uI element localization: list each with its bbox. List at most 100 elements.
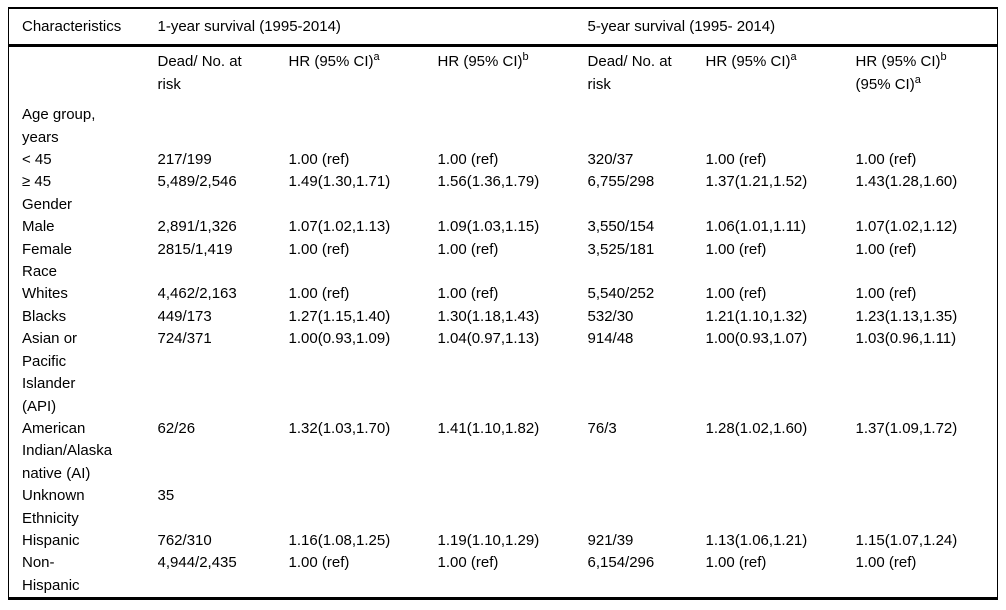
row-label: Age group, years — [22, 106, 96, 146]
cell-dead-risk-1yr: 2815/1,419 — [157, 240, 233, 258]
characteristics-header: Characteristics — [8, 8, 158, 48]
row-label: Whites — [22, 285, 68, 303]
cell-hr-b-5yr: 1.15(1.07,1.24) — [855, 531, 958, 549]
cell-dead-risk-1yr: 4,944/2,435 — [157, 554, 237, 572]
cell-dead-risk-1yr — [158, 104, 289, 149]
cell-dead-risk-1yr: 724/371 — [157, 330, 212, 348]
cell-hr-a-1yr — [289, 485, 438, 507]
cell-hr-a-5yr — [706, 261, 856, 283]
cell-hr-b-5yr: 1.07(1.02,1.12) — [855, 218, 958, 236]
row-label: Non- Hispanic — [22, 554, 80, 594]
cell-dead-risk-5yr: 5,540/252 — [587, 285, 655, 303]
cell-dead-risk-1yr: 762/310 — [157, 531, 212, 549]
table-row: Whites 4,462/2,163 1.00 (ref) 1.00 (ref)… — [9, 283, 998, 305]
cell-hr-a-1yr: 1.27(1.15,1.40) — [288, 307, 391, 325]
section-row: Ethnicity — [9, 508, 998, 530]
cell-hr-a-5yr: 1.13(1.06,1.21) — [705, 531, 808, 549]
cell-hr-a-5yr — [706, 104, 856, 149]
cell-dead-risk-1yr — [158, 261, 289, 283]
sub-header-hr-b-5yr: HR (95% CI)b (95% CI)a — [856, 46, 998, 104]
row-label: Female — [22, 240, 73, 258]
footnote-sup-b: b — [522, 51, 529, 64]
row-label: Race — [22, 263, 58, 281]
cell-hr-b-1yr: 1.30(1.18,1.43) — [437, 307, 540, 325]
table-row: Male 2,891/1,326 1.07(1.02,1.13) 1.09(1.… — [9, 216, 998, 238]
cell-hr-b-5yr — [856, 104, 998, 149]
sub-header-text: Dead/ No. at risk — [157, 53, 242, 93]
sub-header-text-line2: (95% CI) — [855, 75, 915, 93]
cell-hr-a-5yr — [706, 485, 856, 507]
cell-dead-risk-5yr: 3,525/181 — [587, 240, 655, 258]
cell-hr-a-5yr — [706, 508, 856, 530]
cell-hr-b-5yr — [856, 508, 998, 530]
cell-dead-risk-5yr — [588, 104, 706, 149]
cell-hr-a-1yr: 1.16(1.08,1.25) — [288, 531, 391, 549]
cell-dead-risk-5yr: 921/39 — [587, 531, 634, 549]
sub-header-empty — [9, 46, 158, 104]
cell-dead-risk-5yr: 6,755/298 — [587, 173, 655, 191]
sub-header-dead-risk-1yr: Dead/ No. at risk — [158, 46, 289, 104]
table-row: Blacks 449/173 1.27(1.15,1.40) 1.30(1.18… — [9, 306, 998, 328]
cell-dead-risk-1yr: 2,891/1,326 — [157, 218, 237, 236]
table-row: < 45 217/199 1.00 (ref) 1.00 (ref) 320/3… — [9, 149, 998, 171]
cell-dead-risk-1yr: 217/199 — [157, 151, 212, 169]
cell-hr-a-5yr: 1.28(1.02,1.60) — [705, 419, 808, 437]
cell-dead-risk-5yr: 76/3 — [587, 419, 617, 437]
table-body: Age group, years < 45 217/199 1.00 (ref)… — [9, 104, 998, 598]
cell-hr-b-5yr: 1.03(0.96,1.11) — [855, 330, 957, 348]
row-label: Blacks — [22, 307, 67, 325]
cell-hr-b-1yr: 1.41(1.10,1.82) — [437, 419, 540, 437]
table-row: Non- Hispanic 4,944/2,435 1.00 (ref) 1.0… — [9, 552, 998, 598]
cell-dead-risk-1yr — [158, 194, 289, 216]
cell-hr-b-5yr: 1.00 (ref) — [855, 554, 917, 572]
cell-dead-risk-5yr — [588, 194, 706, 216]
cell-dead-risk-5yr: 914/48 — [587, 330, 634, 348]
cell-hr-a-5yr: 1.00 (ref) — [705, 240, 767, 258]
group-header-1yr: 1-year survival (1995-2014) — [157, 8, 588, 48]
cell-dead-risk-5yr — [588, 508, 706, 530]
cell-hr-a-1yr — [289, 508, 438, 530]
table-row: Female 2815/1,419 1.00 (ref) 1.00 (ref) … — [9, 239, 998, 261]
cell-hr-b-5yr: 1.00 (ref) — [855, 240, 917, 258]
cell-hr-a-1yr: 1.00 (ref) — [288, 240, 350, 258]
table-row: Hispanic 762/310 1.16(1.08,1.25) 1.19(1.… — [9, 530, 998, 552]
sub-header-dead-risk-5yr: Dead/ No. at risk — [588, 46, 706, 104]
cell-hr-a-5yr: 1.00 (ref) — [705, 554, 767, 572]
cell-hr-b-1yr — [438, 508, 588, 530]
row-label: Hispanic — [22, 531, 80, 549]
table-row: Unknown 35 — [9, 485, 998, 507]
row-label: Asian or Pacific Islander (API) — [22, 330, 78, 415]
footnote-sup-b: b — [940, 51, 947, 64]
cell-hr-b-1yr — [438, 485, 588, 507]
cell-dead-risk-5yr — [588, 485, 706, 507]
cell-hr-a-1yr — [289, 194, 438, 216]
cell-hr-b-1yr: 1.09(1.03,1.15) — [437, 218, 540, 236]
cell-hr-b-1yr — [438, 104, 588, 149]
sub-header-text: HR (95% CI) — [437, 53, 523, 71]
cell-dead-risk-1yr — [158, 508, 289, 530]
cell-hr-a-1yr: 1.00 (ref) — [288, 151, 350, 169]
cell-hr-a-1yr: 1.49(1.30,1.71) — [288, 173, 391, 191]
row-label: < 45 — [22, 151, 52, 169]
cell-hr-a-1yr: 1.07(1.02,1.13) — [288, 218, 391, 236]
cell-dead-risk-1yr: 4,462/2,163 — [157, 285, 237, 303]
group-header-row: Characteristics 1-year survival (1995-20… — [8, 8, 998, 48]
cell-hr-b-5yr: 1.00 (ref) — [855, 285, 917, 303]
cell-hr-b-1yr: 1.19(1.10,1.29) — [437, 531, 540, 549]
cell-hr-a-5yr: 1.21(1.10,1.32) — [705, 307, 808, 325]
sub-header-text: HR (95% CI) — [705, 53, 791, 71]
cell-hr-b-1yr: 1.00 (ref) — [437, 240, 499, 258]
footnote-sup-a: a — [790, 51, 797, 64]
row-label: American Indian/Alaska native (AI) — [22, 419, 113, 482]
cell-dead-risk-1yr: 449/173 — [157, 307, 212, 325]
row-label: Unknown — [22, 487, 85, 505]
row-label: Ethnicity — [22, 509, 79, 527]
sub-header-text: HR (95% CI) — [288, 53, 374, 71]
footnote-sup-a: a — [373, 51, 380, 64]
row-label: Gender — [22, 195, 73, 213]
cell-dead-risk-1yr: 62/26 — [157, 419, 196, 437]
sub-header-row: Dead/ No. at risk HR (95% CI)a HR (95% C… — [9, 46, 998, 104]
cell-hr-a-1yr — [289, 261, 438, 283]
cell-hr-a-5yr — [706, 194, 856, 216]
